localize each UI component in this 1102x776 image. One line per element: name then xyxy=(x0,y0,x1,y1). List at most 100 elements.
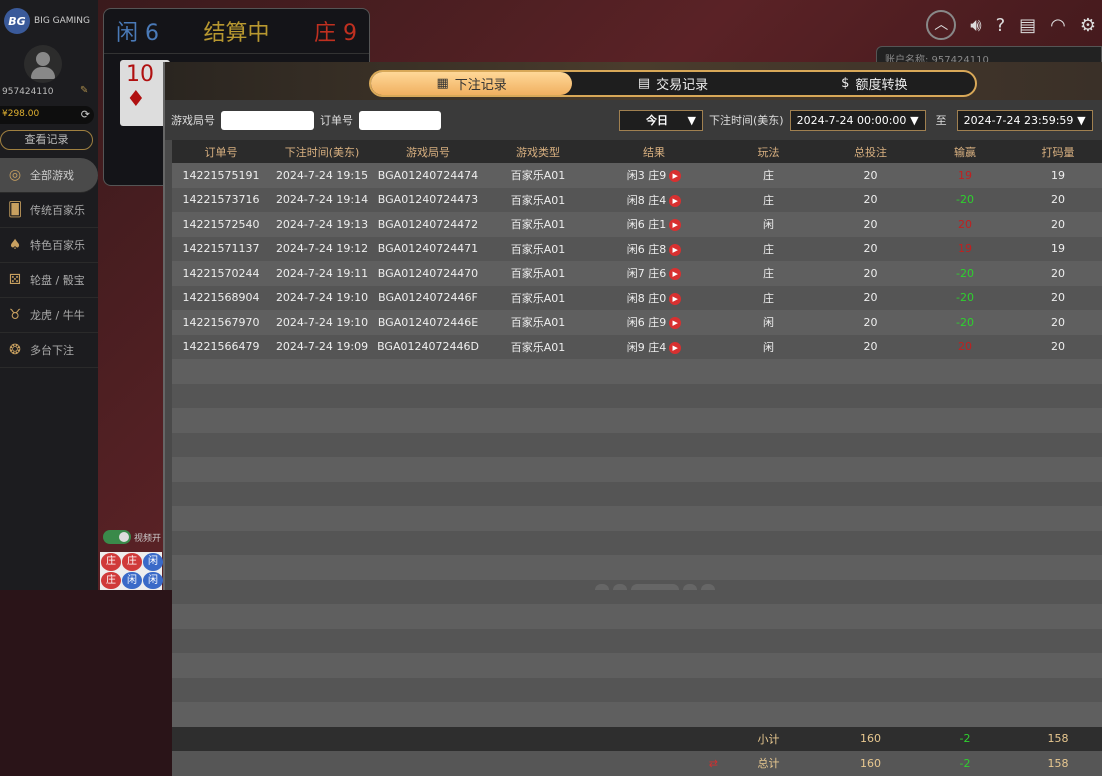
avatar[interactable] xyxy=(24,45,62,83)
empty-row xyxy=(172,481,1102,506)
empty-cell xyxy=(172,751,270,776)
empty-cell xyxy=(714,579,823,604)
table-cell: 20 xyxy=(1012,212,1102,237)
cell-value: 2024-7-24 19:14 xyxy=(275,193,369,207)
empty-cell xyxy=(172,555,270,580)
edit-icon[interactable]: ✎ xyxy=(80,85,89,96)
cell-value: 20 xyxy=(1051,193,1065,207)
play-replay-icon[interactable]: ▶ xyxy=(669,292,682,305)
empty-cell xyxy=(918,530,1012,555)
cell-value: 2024-7-24 19:11 xyxy=(275,266,369,280)
to-label: 至 xyxy=(935,114,947,127)
card-spade-icon: ♠ xyxy=(8,237,22,253)
empty-cell xyxy=(1012,555,1102,580)
cell-value: 闲6 庄9 xyxy=(626,316,667,330)
empty-cell xyxy=(594,506,714,531)
table-cell: 百家乐A01 xyxy=(482,187,594,212)
sidebar-item-4[interactable]: ♉ 龙虎 / 牛牛 xyxy=(0,298,98,333)
empty-cell xyxy=(918,604,1012,629)
table-cell: 14221570244 xyxy=(172,261,270,286)
empty-cell xyxy=(482,604,594,629)
table-cell: 闲 xyxy=(714,212,823,237)
empty-cell xyxy=(594,653,714,678)
empty-cell xyxy=(594,359,714,384)
table-cell: 20 xyxy=(823,236,918,261)
coins-icon: $ xyxy=(841,76,850,91)
wifi-icon[interactable]: ◠ xyxy=(1050,14,1066,36)
total-win: -2 xyxy=(918,751,1012,776)
video-toggle[interactable]: 视频开 xyxy=(103,530,161,544)
sidebar-item-2[interactable]: ♠ 特色百家乐 xyxy=(0,228,98,263)
pagination[interactable] xyxy=(595,584,715,590)
play-replay-icon[interactable]: ▶ xyxy=(669,341,682,354)
cell-value: 2024-7-24 19:09 xyxy=(275,340,369,354)
empty-cell xyxy=(172,677,270,702)
table-cell: 闲7 庄6 ▶ xyxy=(594,261,714,286)
cell-value: BGA01240724471 xyxy=(377,242,479,256)
sidebar-item-label: 全部游戏 xyxy=(30,169,74,182)
empty-cell xyxy=(374,408,482,433)
play-replay-icon[interactable]: ▶ xyxy=(669,219,682,232)
table-cell: 闲6 庄9 ▶ xyxy=(594,310,714,335)
refresh-icon[interactable]: ⟳ xyxy=(80,108,90,121)
empty-cell xyxy=(714,432,823,457)
dropdown-arrow-icon: ▼ xyxy=(1077,113,1086,127)
chips-icon: ❂ xyxy=(9,342,21,358)
toggle-switch[interactable] xyxy=(103,530,131,544)
to-date-select[interactable]: 2024-7-24 23:59:59 ▼ xyxy=(956,109,1093,131)
play-replay-icon[interactable]: ▶ xyxy=(669,268,682,281)
table-cell: 百家乐A01 xyxy=(482,261,594,286)
dropdown-arrow-icon: ▼ xyxy=(687,113,696,127)
column-header: 订单号 xyxy=(172,140,270,163)
logo-text: BIG GAMING xyxy=(34,15,90,26)
tab-0[interactable]: ▦ 下注记录 xyxy=(371,72,573,95)
cell-value: 14221567970 xyxy=(182,315,260,329)
speaker-icon[interactable]: 🔊︎ xyxy=(970,14,982,36)
table-cell: 14221571137 xyxy=(172,236,270,261)
cell-value: 庄 xyxy=(763,169,774,183)
sidebar-item-3[interactable]: ⚄ 轮盘 / 骰宝 xyxy=(0,263,98,298)
table-row: 14221572540 2024-7-24 19:13 BGA01240724472… xyxy=(172,212,1102,237)
play-replay-icon[interactable]: ▶ xyxy=(669,243,682,256)
sidebar-item-0[interactable]: ◎ 全部游戏 xyxy=(0,158,98,193)
empty-cell xyxy=(270,506,374,531)
table-cell: 百家乐A01 xyxy=(482,236,594,261)
period-select[interactable]: 今日 ▼ xyxy=(619,109,703,131)
from-date-select[interactable]: 2024-7-24 00:00:00 ▼ xyxy=(789,109,926,131)
sidebar-item-1[interactable]: 🂠 传统百家乐 xyxy=(0,193,98,228)
play-replay-icon[interactable]: ▶ xyxy=(669,170,682,183)
empty-cell xyxy=(918,677,1012,702)
view-records-button[interactable]: 查看记录 xyxy=(0,130,93,150)
table-cell: 百家乐A01 xyxy=(482,163,594,188)
table-cell: 闲9 庄4 ▶ xyxy=(594,334,714,359)
play-replay-icon[interactable]: ▶ xyxy=(669,317,682,330)
empty-cell xyxy=(482,432,594,457)
gear-icon[interactable]: ⚙ xyxy=(1079,14,1096,36)
document-icon[interactable]: ▤ xyxy=(1019,14,1037,36)
cell-value: 14221570244 xyxy=(182,266,260,280)
empty-cell xyxy=(374,506,482,531)
play-replay-icon[interactable]: ▶ xyxy=(669,194,682,207)
order-input[interactable] xyxy=(359,110,441,130)
tab-1[interactable]: ▤ 交易记录 xyxy=(572,72,773,95)
cell-value: 20 xyxy=(1051,315,1065,329)
sidebar-item-label: 轮盘 / 骰宝 xyxy=(30,274,85,287)
sidebar-item-5[interactable]: ❂ 多台下注 xyxy=(0,333,98,368)
chevron-up-icon[interactable]: ︿ xyxy=(926,10,957,40)
empty-cell xyxy=(1012,506,1102,531)
cell-value: 19 xyxy=(1051,242,1065,256)
empty-cell xyxy=(714,359,823,384)
cell-value: 14221573716 xyxy=(182,193,260,207)
tab-2[interactable]: $ 额度转换 xyxy=(774,72,975,95)
help-icon[interactable]: ? xyxy=(995,14,1006,36)
cell-value: 百家乐A01 xyxy=(510,267,566,281)
empty-cell xyxy=(1012,359,1102,384)
round-input[interactable] xyxy=(221,110,314,130)
total-refresh-icon[interactable]: ⇄ xyxy=(708,756,718,770)
table-cell: 庄 xyxy=(714,163,823,188)
cell-value: 百家乐A01 xyxy=(510,169,566,183)
table-cell: 20 xyxy=(918,334,1012,359)
table-cell: 20 xyxy=(823,163,918,188)
empty-cell xyxy=(1012,628,1102,653)
column-header: 总投注 xyxy=(823,140,918,163)
